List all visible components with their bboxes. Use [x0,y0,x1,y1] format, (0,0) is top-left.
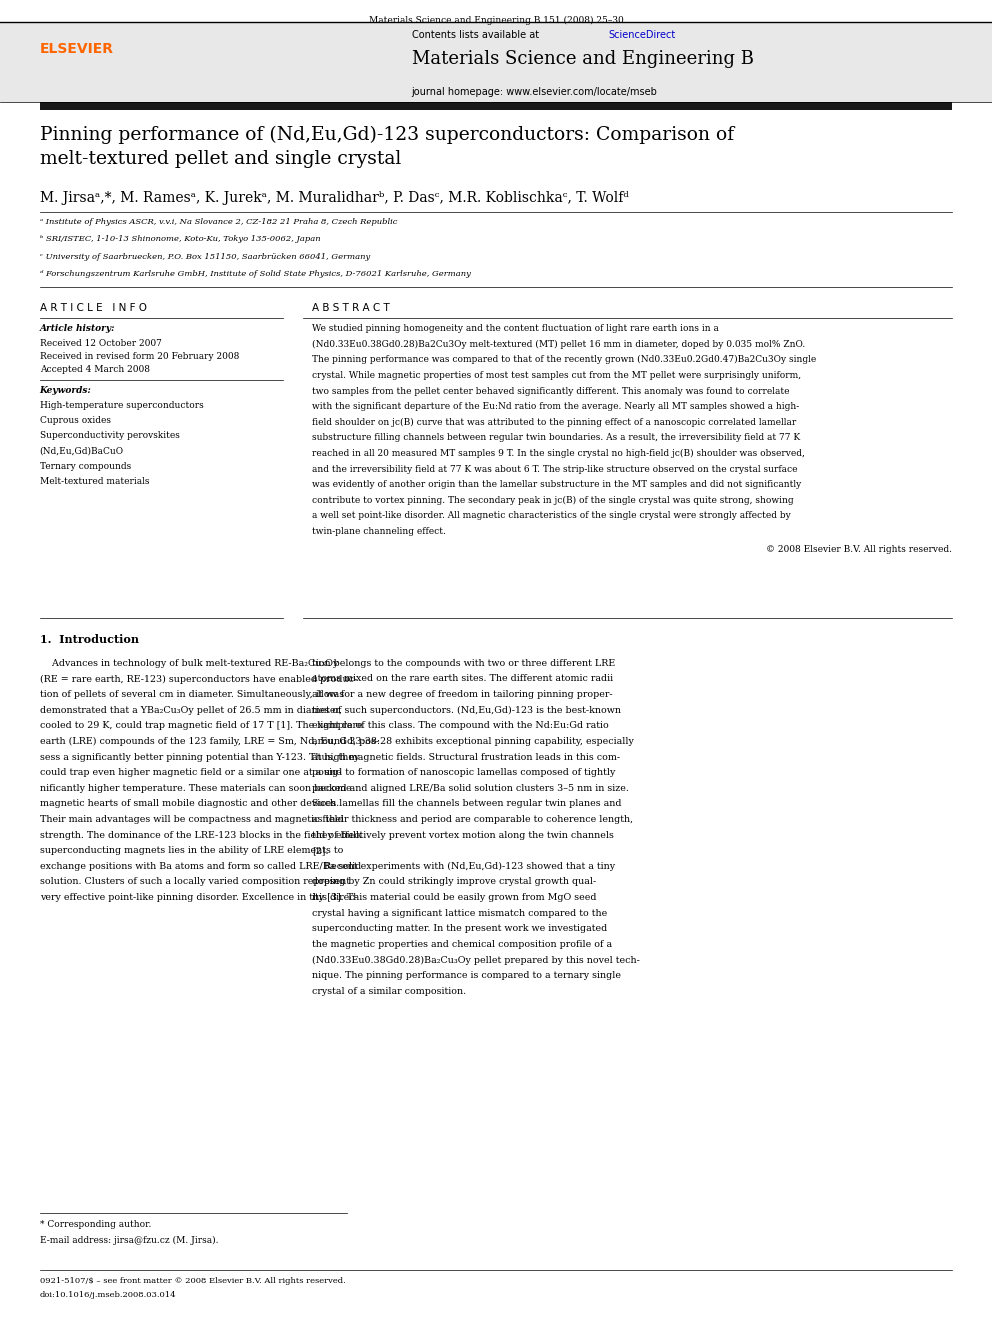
Text: 1.  Introduction: 1. Introduction [40,634,139,644]
Text: 0921-5107/$ – see front matter © 2008 Elsevier B.V. All rights reserved.: 0921-5107/$ – see front matter © 2008 El… [40,1277,345,1285]
Text: ity [3]. This material could be easily grown from MgO seed: ity [3]. This material could be easily g… [312,893,597,902]
Text: nique. The pinning performance is compared to a ternary single: nique. The pinning performance is compar… [312,971,621,980]
Text: ScienceDirect: ScienceDirect [608,30,676,41]
Text: Received in revised form 20 February 2008: Received in revised form 20 February 200… [40,352,239,361]
Text: solution. Clusters of such a locally varied composition represent: solution. Clusters of such a locally var… [40,877,349,886]
Text: twin-plane channeling effect.: twin-plane channeling effect. [312,527,446,536]
Text: exchange positions with Ba atoms and form so called LRE/Ba solid: exchange positions with Ba atoms and for… [40,861,361,871]
Text: reached in all 20 measured MT samples 9 T. In the single crystal no high-field j: reached in all 20 measured MT samples 9 … [312,448,806,458]
Text: earth (LRE) compounds of the 123 family, LRE = Sm, Nd, Eu, Gd, pos-: earth (LRE) compounds of the 123 family,… [40,737,379,746]
Text: Their main advantages will be compactness and magnetic field: Their main advantages will be compactnes… [40,815,343,824]
Text: The pinning performance was compared to that of the recently grown (Nd0.33Eu0.2G: The pinning performance was compared to … [312,356,816,364]
Text: as their thickness and period are comparable to coherence length,: as their thickness and period are compar… [312,815,634,824]
Text: Recent experiments with (Nd,Eu,Gd)-123 showed that a tiny: Recent experiments with (Nd,Eu,Gd)-123 s… [312,861,616,871]
Text: Ternary compounds: Ternary compounds [40,462,131,471]
Text: Such lamellas fill the channels between regular twin planes and: Such lamellas fill the channels between … [312,799,622,808]
Text: packed and aligned LRE/Ba solid solution clusters 3–5 nm in size.: packed and aligned LRE/Ba solid solution… [312,783,629,792]
Text: could trap even higher magnetic field or a similar one at a sig-: could trap even higher magnetic field or… [40,769,341,777]
Text: (Nd0.33Eu0.38Gd0.28)Ba₂Cu₃Oy pellet prepared by this novel tech-: (Nd0.33Eu0.38Gd0.28)Ba₂Cu₃Oy pellet prep… [312,955,641,964]
Text: example of this class. The compound with the Nd:Eu:Gd ratio: example of this class. The compound with… [312,721,609,730]
Text: (Nd,Eu,Gd)BaCuO: (Nd,Eu,Gd)BaCuO [40,446,124,455]
Text: (Nd0.33Eu0.38Gd0.28)Ba2Cu3Oy melt-textured (MT) pellet 16 mm in diameter, doped : (Nd0.33Eu0.38Gd0.28)Ba2Cu3Oy melt-textur… [312,340,806,349]
FancyBboxPatch shape [40,102,952,110]
Text: crystal having a significant lattice mismatch compared to the: crystal having a significant lattice mis… [312,909,608,918]
Text: nificantly higher temperature. These materials can soon become: nificantly higher temperature. These mat… [40,783,351,792]
Text: doping by Zn could strikingly improve crystal growth qual-: doping by Zn could strikingly improve cr… [312,877,597,886]
Text: around 33:38:28 exhibits exceptional pinning capability, especially: around 33:38:28 exhibits exceptional pin… [312,737,634,746]
Text: the magnetic properties and chemical composition profile of a: the magnetic properties and chemical com… [312,939,613,949]
Text: magnetic hearts of small mobile diagnostic and other devices.: magnetic hearts of small mobile diagnost… [40,799,339,808]
Text: We studied pinning homogeneity and the content fluctuation of light rare earth i: We studied pinning homogeneity and the c… [312,324,719,333]
Text: Materials Science and Engineering B: Materials Science and Engineering B [412,50,754,69]
Text: Accepted 4 March 2008: Accepted 4 March 2008 [40,365,150,374]
Text: with the significant departure of the Eu:Nd ratio from the average. Nearly all M: with the significant departure of the Eu… [312,402,800,411]
Text: Superconductivity perovskites: Superconductivity perovskites [40,431,180,441]
Text: Article history:: Article history: [40,324,115,333]
Text: substructure filling channels between regular twin boundaries. As a result, the : substructure filling channels between re… [312,434,801,442]
Text: Keywords:: Keywords: [40,386,91,396]
Text: journal homepage: www.elsevier.com/locate/mseb: journal homepage: www.elsevier.com/locat… [412,87,658,98]
Text: Materials Science and Engineering B 151 (2008) 25–30: Materials Science and Engineering B 151 … [369,16,623,25]
Text: cooled to 29 K, could trap magnetic field of 17 T [1]. The light rare: cooled to 29 K, could trap magnetic fiel… [40,721,362,730]
Text: crystal of a similar composition.: crystal of a similar composition. [312,987,466,996]
Text: * Corresponding author.: * Corresponding author. [40,1220,151,1229]
Text: tion belongs to the compounds with two or three different LRE: tion belongs to the compounds with two o… [312,659,616,668]
Text: Received 12 October 2007: Received 12 October 2007 [40,339,162,348]
Text: they effectively prevent vortex motion along the twin channels: they effectively prevent vortex motion a… [312,831,614,840]
Text: doi:10.1016/j.mseb.2008.03.014: doi:10.1016/j.mseb.2008.03.014 [40,1291,177,1299]
Text: Pinning performance of (Nd,Eu,Gd)-123 superconductors: Comparison of
melt-textur: Pinning performance of (Nd,Eu,Gd)-123 su… [40,126,734,168]
Text: ELSEVIER: ELSEVIER [40,42,114,57]
Text: High-temperature superconductors: High-temperature superconductors [40,401,203,410]
Text: and the irreversibility field at 77 K was about 6 T. The strip-like structure ob: and the irreversibility field at 77 K wa… [312,464,798,474]
Text: Cuprous oxides: Cuprous oxides [40,415,111,425]
Text: Melt-textured materials: Melt-textured materials [40,476,149,486]
Text: M. Jirsaᵃ,*, M. Ramesᵃ, K. Jurekᵃ, M. Muralidharᵇ, P. Dasᶜ, M.R. Koblischkaᶜ, T.: M. Jirsaᵃ,*, M. Ramesᵃ, K. Jurekᵃ, M. Mu… [40,191,629,205]
Text: A R T I C L E   I N F O: A R T I C L E I N F O [40,303,147,314]
Text: contribute to vortex pinning. The secondary peak in jc(B) of the single crystal : contribute to vortex pinning. The second… [312,496,795,505]
Text: atoms mixed on the rare earth sites. The different atomic radii: atoms mixed on the rare earth sites. The… [312,675,614,684]
Text: A B S T R A C T: A B S T R A C T [312,303,390,314]
Text: allow for a new degree of freedom in tailoring pinning proper-: allow for a new degree of freedom in tai… [312,691,613,699]
Text: ᵃ Institute of Physics ASCR, v.v.i, Na Slovance 2, CZ-182 21 Praha 8, Czech Repu: ᵃ Institute of Physics ASCR, v.v.i, Na S… [40,218,397,226]
Text: pound to formation of nanoscopic lamellas composed of tightly: pound to formation of nanoscopic lamella… [312,769,616,777]
Text: was evidently of another origin than the lamellar substructure in the MT samples: was evidently of another origin than the… [312,480,802,490]
Text: at high magnetic fields. Structural frustration leads in this com-: at high magnetic fields. Structural frus… [312,753,621,762]
Text: © 2008 Elsevier B.V. All rights reserved.: © 2008 Elsevier B.V. All rights reserved… [766,545,952,554]
Text: crystal. While magnetic properties of most test samples cut from the MT pellet w: crystal. While magnetic properties of mo… [312,370,802,380]
Text: a well set point-like disorder. All magnetic characteristics of the single cryst: a well set point-like disorder. All magn… [312,512,792,520]
Text: (RE = rare earth, RE-123) superconductors have enabled produc-: (RE = rare earth, RE-123) superconductor… [40,675,357,684]
Text: sess a significantly better pinning potential than Y-123. Thus, they: sess a significantly better pinning pote… [40,753,359,762]
Text: E-mail address: jirsa@fzu.cz (M. Jirsa).: E-mail address: jirsa@fzu.cz (M. Jirsa). [40,1236,218,1245]
Text: ties of such superconductors. (Nd,Eu,Gd)-123 is the best-known: ties of such superconductors. (Nd,Eu,Gd)… [312,705,621,714]
Text: very effective point-like pinning disorder. Excellence in this direc-: very effective point-like pinning disord… [40,893,357,902]
Text: ᶜ University of Saarbruecken, P.O. Box 151150, Saarbrücken 66041, Germany: ᶜ University of Saarbruecken, P.O. Box 1… [40,253,370,261]
Text: demonstrated that a YBa₂Cu₃Oy pellet of 26.5 mm in diameter,: demonstrated that a YBa₂Cu₃Oy pellet of … [40,705,341,714]
Text: ᵈ Forschungszentrum Karlsruhe GmbH, Institute of Solid State Physics, D-76021 Ka: ᵈ Forschungszentrum Karlsruhe GmbH, Inst… [40,270,470,278]
Text: field shoulder on jc(B) curve that was attributed to the pinning effect of a nan: field shoulder on jc(B) curve that was a… [312,418,797,427]
Text: ᵇ SRI/ISTEC, 1-10-13 Shinonome, Koto-Ku, Tokyo 135-0062, Japan: ᵇ SRI/ISTEC, 1-10-13 Shinonome, Koto-Ku,… [40,235,320,243]
Text: [2].: [2]. [312,847,329,855]
Text: strength. The dominance of the LRE-123 blocks in the field of bulk: strength. The dominance of the LRE-123 b… [40,831,361,840]
Text: Contents lists available at: Contents lists available at [412,30,542,41]
Text: tion of pellets of several cm in diameter. Simultaneously, it was: tion of pellets of several cm in diamete… [40,691,344,699]
Text: superconducting magnets lies in the ability of LRE elements to: superconducting magnets lies in the abil… [40,847,343,855]
FancyBboxPatch shape [0,22,992,102]
Text: Advances in technology of bulk melt-textured RE-Ba₂Cu₃Oy: Advances in technology of bulk melt-text… [40,659,338,668]
Text: two samples from the pellet center behaved significantly different. This anomaly: two samples from the pellet center behav… [312,386,790,396]
Text: superconducting matter. In the present work we investigated: superconducting matter. In the present w… [312,925,608,933]
